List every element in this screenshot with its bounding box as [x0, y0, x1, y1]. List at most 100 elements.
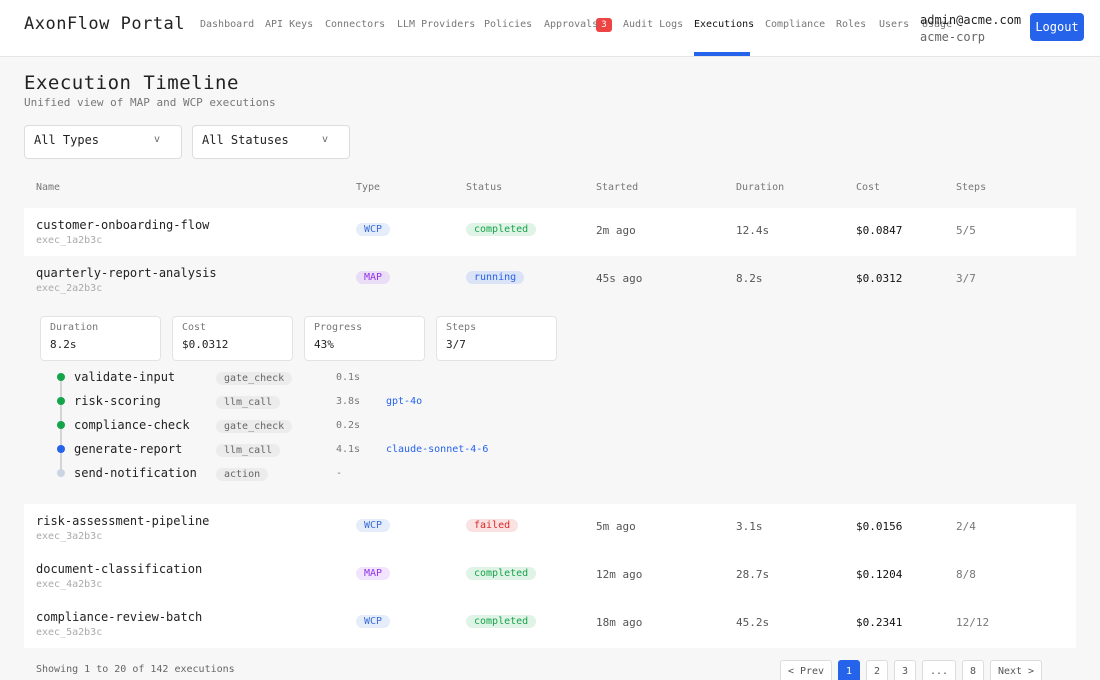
cost: $0.1204: [856, 568, 903, 581]
steps: 3/7: [956, 272, 976, 285]
nav-link[interactable]: Connectors: [325, 19, 386, 30]
stat-value: $0.0312: [182, 338, 229, 351]
filter-chevron: v: [322, 134, 329, 145]
table-row[interactable]: [24, 256, 1076, 304]
duration: 45.2s: [736, 616, 770, 629]
page-button[interactable]: 3: [894, 660, 916, 680]
execution-name: document-classification: [36, 562, 203, 576]
nav-link[interactable]: API Keys: [265, 19, 314, 30]
step-name: risk-scoring: [74, 394, 161, 408]
step-duration: 0.1s: [336, 372, 361, 383]
execution-id: exec_2a2b3c: [36, 283, 103, 294]
type-badge: WCP: [356, 223, 391, 236]
execution-name: risk-assessment-pipeline: [36, 514, 210, 528]
column-header: Started: [596, 182, 639, 193]
execution-name: compliance-review-batch: [36, 610, 203, 624]
step-name: validate-input: [74, 370, 176, 384]
nav-link[interactable]: Executions: [694, 19, 755, 30]
cost: $0.0156: [856, 520, 903, 533]
nav-link[interactable]: Usage: [922, 19, 953, 30]
column-header: Name: [36, 182, 61, 193]
started: 2m ago: [596, 224, 636, 237]
step-kind: gate_check: [216, 420, 293, 433]
started: 45s ago: [596, 272, 643, 285]
status-badge: completed: [466, 615, 537, 628]
step-name: send-notification: [74, 466, 197, 480]
cost: $0.0312: [856, 272, 903, 285]
column-header: Cost: [856, 182, 881, 193]
page-button[interactable]: ...: [922, 660, 956, 680]
step-name: generate-report: [74, 442, 183, 456]
column-header: Steps: [956, 182, 987, 193]
step-duration: -: [336, 468, 343, 479]
step-model: claude-sonnet-4-6: [386, 444, 489, 455]
duration: 8.2s: [736, 272, 763, 285]
type-badge: WCP: [356, 615, 391, 628]
logout-button[interactable]: Logout: [1030, 13, 1084, 41]
step-kind: action: [216, 468, 269, 481]
nav-link[interactable]: Policies: [484, 19, 533, 30]
step-dot: [57, 397, 65, 405]
duration: 28.7s: [736, 568, 770, 581]
steps: 8/8: [956, 568, 976, 581]
stat-value: 43%: [314, 338, 334, 351]
table-row[interactable]: [24, 504, 1076, 552]
status-badge: failed: [466, 519, 519, 532]
duration: 3.1s: [736, 520, 763, 533]
nav-active-indicator: [694, 52, 750, 56]
stat-label: Cost: [182, 322, 207, 333]
page-button[interactable]: 2: [866, 660, 888, 680]
nav-link[interactable]: LLM Providers: [397, 19, 476, 30]
filter-label: All Statuses: [202, 133, 289, 147]
table-row[interactable]: [24, 552, 1076, 600]
org: acme-corp: [920, 30, 986, 44]
started: 12m ago: [596, 568, 643, 581]
step-dot: [57, 469, 65, 477]
nav-link[interactable]: Roles: [836, 19, 867, 30]
execution-name: customer-onboarding-flow: [36, 218, 210, 232]
table-row[interactable]: [24, 208, 1076, 256]
page-button[interactable]: < Prev: [780, 660, 832, 680]
column-header: Type: [356, 182, 381, 193]
execution-id: exec_5a2b3c: [36, 627, 103, 638]
step-name: compliance-check: [74, 418, 190, 432]
step-model: gpt-4o: [386, 396, 423, 407]
page-button[interactable]: 1: [838, 660, 860, 680]
step-duration: 4.1s: [336, 444, 361, 455]
step-dot: [57, 373, 65, 381]
stat-label: Steps: [446, 322, 477, 333]
header: [0, 0, 1100, 57]
nav-link[interactable]: Users: [879, 19, 910, 30]
filter-chevron: v: [154, 134, 161, 145]
execution-id: exec_3a2b3c: [36, 531, 103, 542]
type-badge: MAP: [356, 271, 391, 284]
started: 18m ago: [596, 616, 643, 629]
stat-card: [304, 316, 425, 361]
nav-link[interactable]: Approvals: [544, 19, 599, 30]
brand[interactable]: AxonFlow Portal: [24, 14, 186, 34]
page-button[interactable]: Next >: [990, 660, 1042, 680]
execution-id: exec_4a2b3c: [36, 579, 103, 590]
filter-label: All Types: [34, 133, 100, 147]
type-badge: MAP: [356, 567, 391, 580]
column-header: Duration: [736, 182, 785, 193]
nav-link[interactable]: Audit Logs: [623, 19, 684, 30]
user-email: admin@acme.com: [920, 13, 1022, 27]
steps: 2/4: [956, 520, 976, 533]
filter-select[interactable]: [192, 125, 350, 159]
started: 5m ago: [596, 520, 636, 533]
page-subtitle: Unified view of MAP and WCP executions: [24, 96, 276, 109]
stat-value: 8.2s: [50, 338, 77, 351]
table-row[interactable]: [24, 600, 1076, 648]
status-badge: completed: [466, 223, 537, 236]
duration: 12.4s: [736, 224, 770, 237]
step-dot: [57, 421, 65, 429]
page-button[interactable]: 8: [962, 660, 984, 680]
nav-link[interactable]: Compliance: [765, 19, 826, 30]
column-header: Status: [466, 182, 503, 193]
page-title: Execution Timeline: [24, 72, 239, 94]
filter-select[interactable]: [24, 125, 182, 159]
nav-link[interactable]: Dashboard: [200, 19, 255, 30]
step-duration: 0.2s: [336, 420, 361, 431]
